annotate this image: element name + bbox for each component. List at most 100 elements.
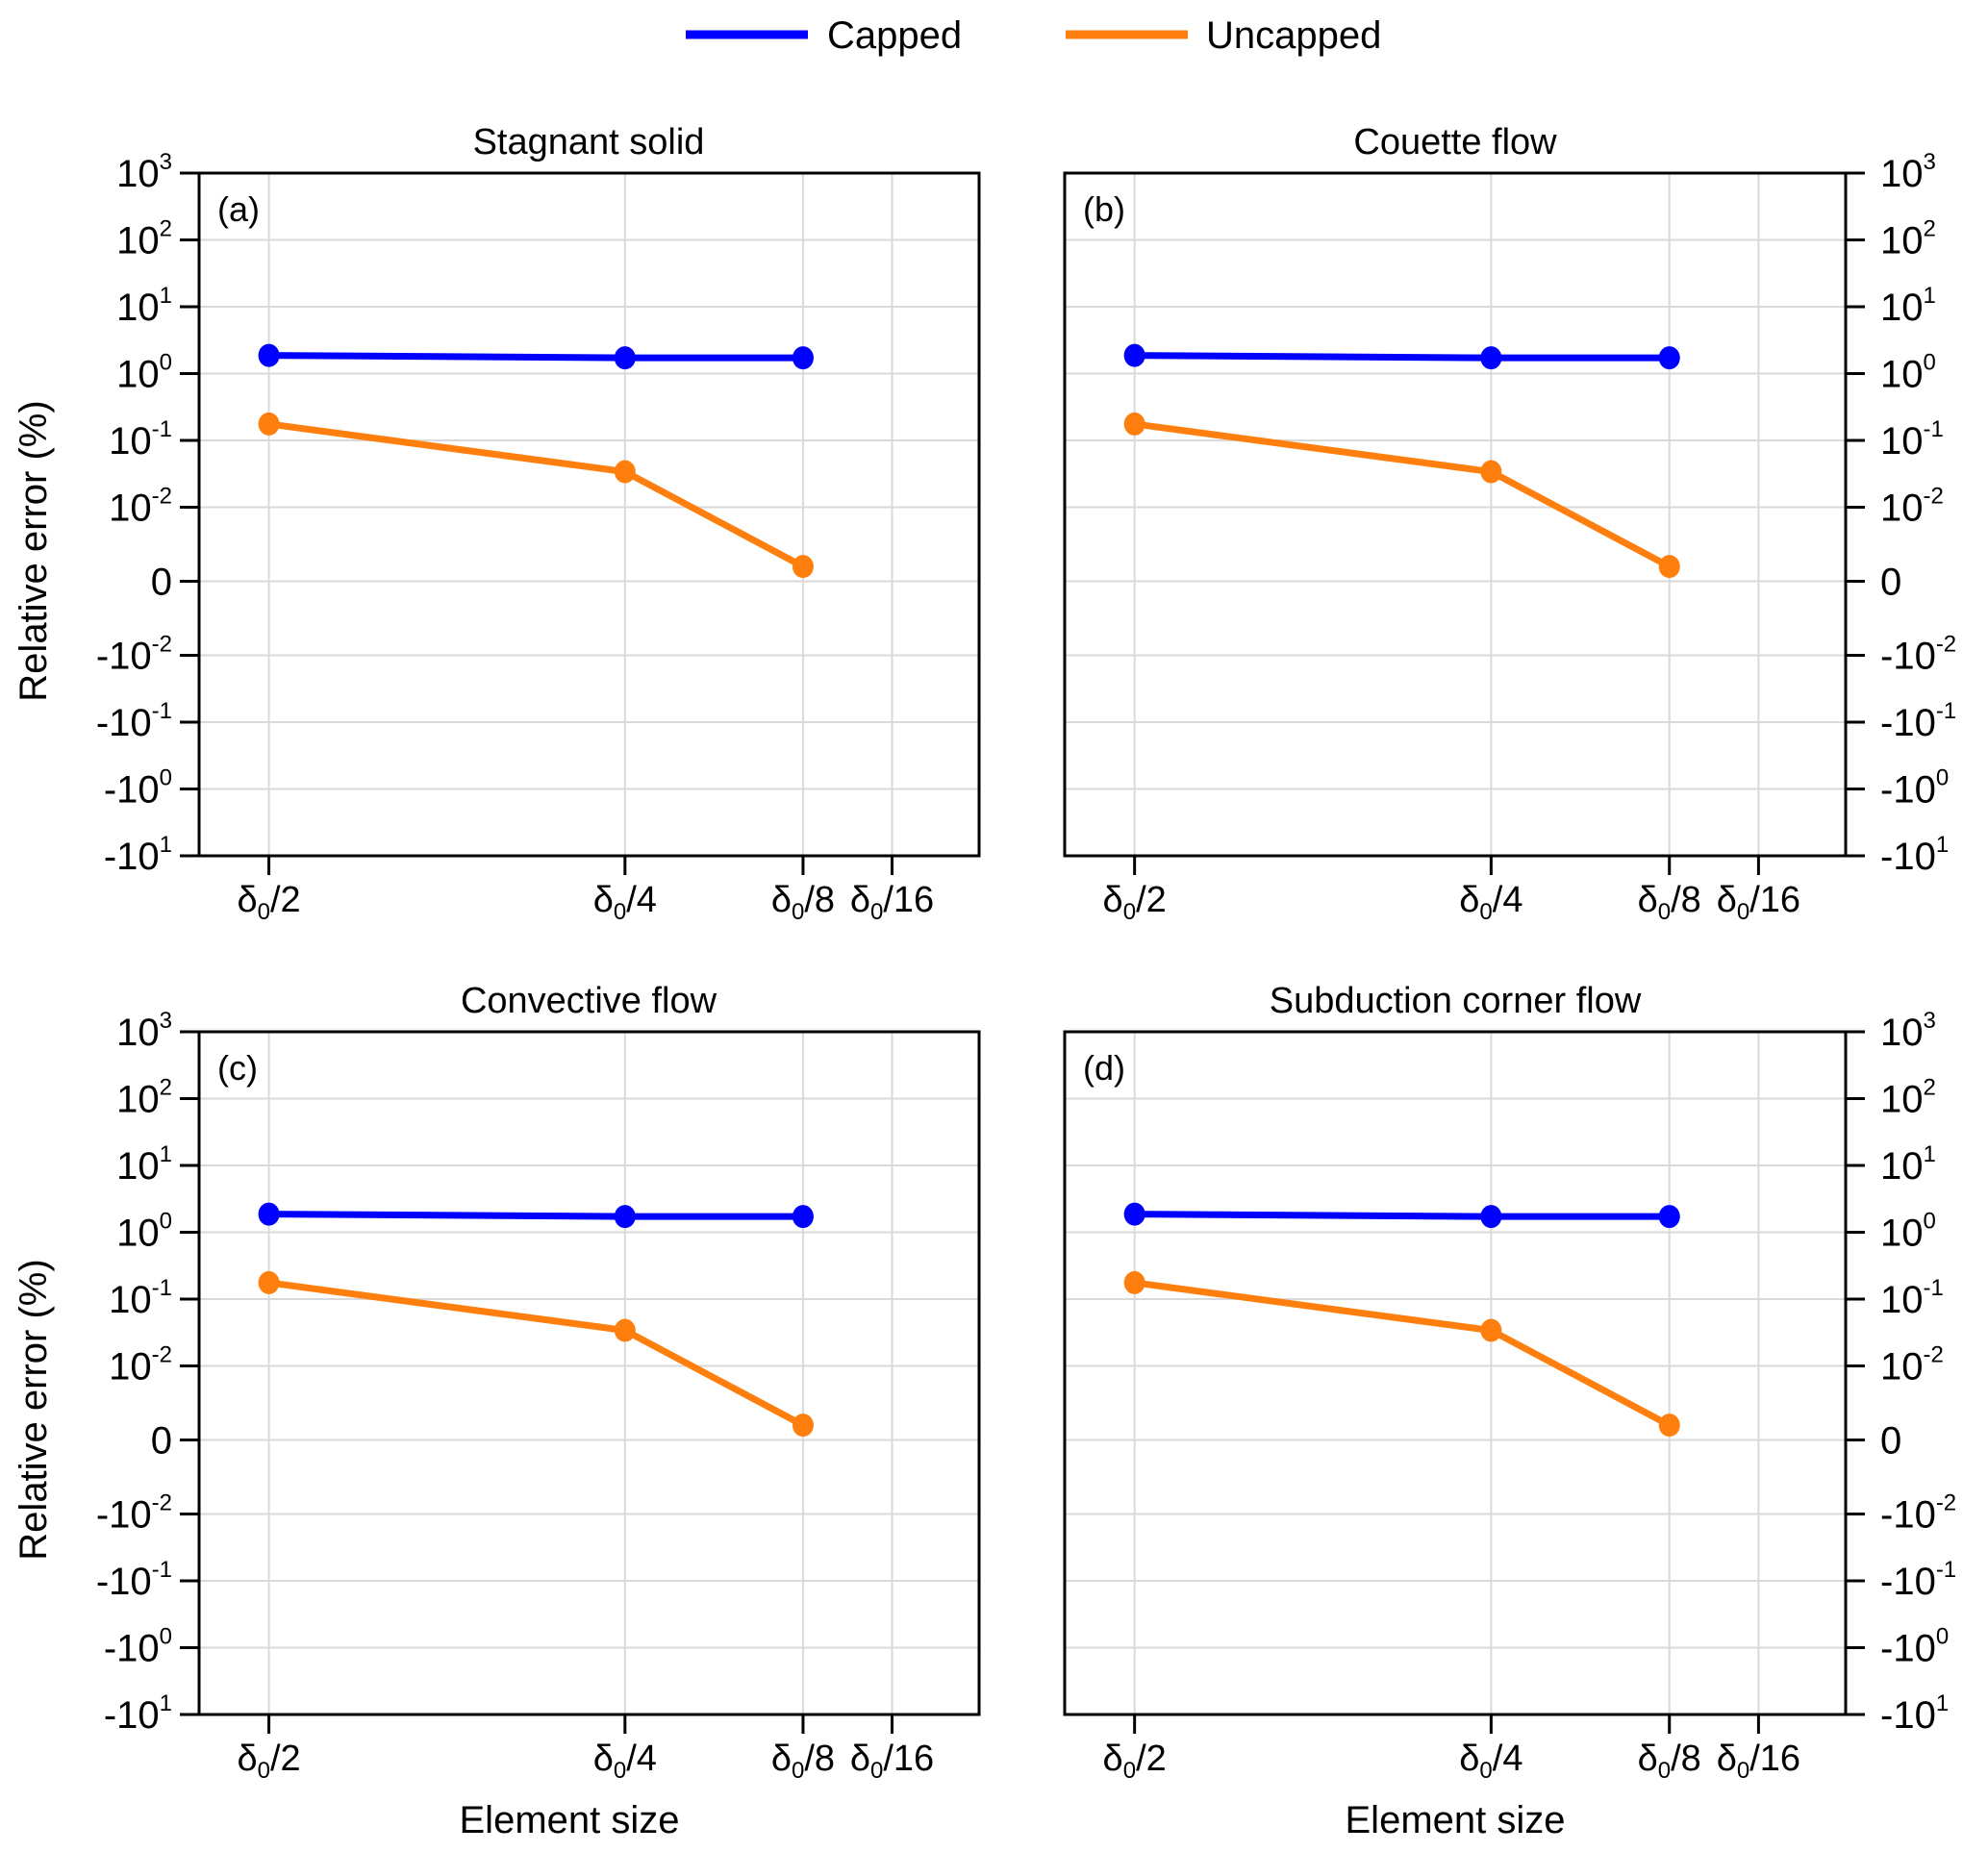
y-tick-label: 101	[116, 1141, 172, 1188]
y-tick-label: 10-2	[109, 484, 172, 530]
x-tick-prefix: δ	[1103, 1739, 1123, 1779]
y-tick-exponent: -2	[152, 484, 172, 510]
plot-frame	[1063, 171, 1848, 858]
y-tick-exponent: 1	[1936, 1690, 1949, 1716]
y-tick-base: -10	[96, 636, 152, 678]
x-tick-subscript: 0	[870, 899, 883, 925]
series-uncapped	[258, 412, 814, 579]
series-capped	[258, 1202, 814, 1229]
x-tick-suffix: /16	[1749, 1739, 1800, 1779]
y-tick-exponent: -2	[152, 1490, 172, 1516]
x-tick-subscript: 0	[614, 1758, 626, 1784]
x-tick-subscript: 0	[258, 899, 270, 925]
x-tick-suffix: /4	[626, 1739, 657, 1779]
y-tick-base: 10	[1880, 354, 1924, 396]
data-point	[1123, 1270, 1145, 1294]
y-tick-label: -101	[1880, 1690, 1949, 1737]
y-tick-exponent: 0	[160, 765, 172, 791]
y-tick-base: 10	[1880, 287, 1924, 329]
panel-title: Stagnant solid	[473, 122, 705, 163]
data-point	[258, 343, 280, 367]
y-tick-exponent: 2	[1924, 1075, 1936, 1101]
x-tick-prefix: δ	[850, 1739, 870, 1779]
series-capped	[1123, 1202, 1680, 1229]
y-tick-label: -10-1	[1880, 1557, 1956, 1603]
y-tick-label: 101	[1880, 1141, 1936, 1188]
panel-title: Convective flow	[461, 981, 717, 1021]
x-tick-suffix: /2	[270, 1739, 301, 1779]
y-tick-base: 10	[116, 1145, 160, 1188]
y-tick-label: -100	[104, 1624, 172, 1670]
data-point	[1658, 346, 1680, 370]
y-tick-label: 0	[1880, 1420, 1901, 1463]
data-point	[614, 460, 636, 484]
x-tick-label: δ0/2	[1103, 880, 1167, 925]
y-tick-base: 10	[116, 220, 160, 263]
y-tick-exponent: -1	[1936, 1557, 1956, 1583]
x-tick-subscript: 0	[792, 1758, 804, 1784]
x-tick-suffix: /16	[883, 1739, 934, 1779]
x-tick-label: δ0/2	[237, 880, 300, 925]
y-tick-label: 10-1	[1880, 416, 1944, 463]
y-tick-label: 10-1	[109, 1275, 172, 1321]
x-tick-prefix: δ	[771, 880, 792, 920]
y-tick-base: -10	[1880, 769, 1936, 812]
x-tick-suffix: /8	[804, 1739, 835, 1779]
y-tick-exponent: 2	[160, 1075, 172, 1101]
data-point	[1480, 1318, 1502, 1342]
y-tick-label: 100	[116, 1209, 172, 1255]
y-tick-exponent: 0	[160, 1624, 172, 1650]
y-tick-base: -10	[1880, 1694, 1936, 1737]
panel-c: Convective flow Relative error (%) Eleme…	[13, 981, 981, 1841]
y-tick-label: 103	[116, 1008, 172, 1054]
y-tick-base: 10	[116, 354, 160, 396]
x-tick-label: δ0/2	[1103, 1739, 1167, 1784]
x-tick-label: δ0/8	[771, 1739, 835, 1784]
x-tick-subscript: 0	[258, 1758, 270, 1784]
y-tick-base: 10	[109, 1279, 152, 1321]
y-tick-exponent: 0	[1936, 1624, 1949, 1650]
y-tick-base: -10	[96, 702, 152, 744]
x-tick-subscript: 0	[1479, 1758, 1492, 1784]
y-tick-base: 10	[1880, 1079, 1924, 1121]
y-tick-label: -101	[104, 1690, 172, 1737]
x-tick-prefix: δ	[1459, 1739, 1479, 1779]
y-tick-label: -10-2	[1880, 632, 1956, 678]
y-tick-label: 0	[1880, 562, 1901, 604]
data-point	[1658, 1205, 1680, 1229]
data-point	[258, 1270, 280, 1294]
y-tick-label: 102	[116, 1075, 172, 1121]
panel-b: Couette flow 10310210110010-110-20-10-2-…	[1063, 122, 1956, 925]
y-tick-exponent: 3	[160, 149, 172, 175]
x-tick-label: δ0/4	[593, 880, 657, 925]
data-point	[792, 1414, 814, 1438]
y-tick-label: -100	[1880, 765, 1949, 812]
y-tick-base: -10	[1880, 836, 1936, 878]
panel-title: Subduction corner flow	[1270, 981, 1642, 1021]
y-tick-exponent: 1	[160, 1690, 172, 1716]
x-tick-label: δ0/4	[1459, 880, 1522, 925]
data-point	[1123, 412, 1145, 436]
y-tick-exponent: 1	[160, 1141, 172, 1167]
panel-d: Subduction corner flow Element size 1031…	[1063, 981, 1956, 1841]
panel-letter: (c)	[217, 1048, 258, 1088]
y-tick-exponent: 0	[160, 1209, 172, 1235]
y-axis-title: Relative error (%)	[13, 400, 55, 701]
y-tick-base: 10	[116, 153, 160, 195]
x-tick-prefix: δ	[850, 880, 870, 920]
x-tick-suffix: /2	[1136, 1739, 1167, 1779]
x-tick-prefix: δ	[1638, 1739, 1658, 1779]
y-tick-base: -10	[96, 1561, 152, 1603]
y-tick-exponent: -2	[152, 632, 172, 658]
x-tick-prefix: δ	[237, 880, 257, 920]
series-uncapped	[258, 1270, 814, 1438]
gridlines	[199, 1031, 979, 1715]
data-point	[1123, 1202, 1145, 1226]
y-tick-label: 102	[1880, 216, 1936, 263]
data-point	[258, 1202, 280, 1226]
y-tick-exponent: -1	[1936, 698, 1956, 724]
y-tick-label: 0	[151, 1420, 172, 1463]
